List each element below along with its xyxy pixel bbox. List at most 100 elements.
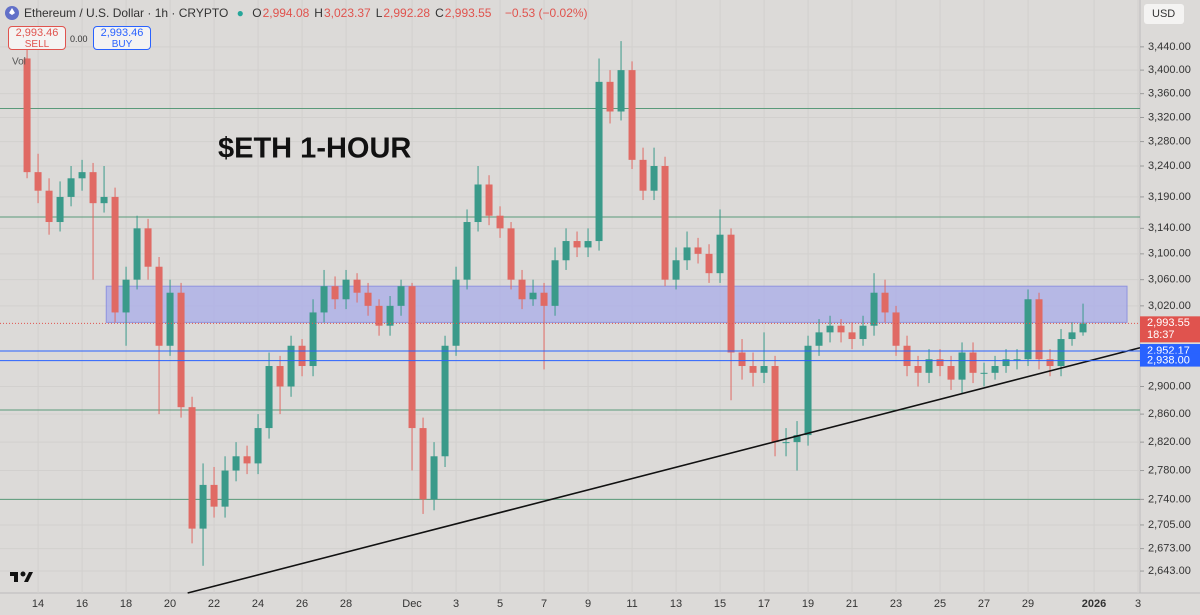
- sell-price[interactable]: 2,993.46: [15, 27, 59, 39]
- ohlc-value: 2,994.08: [262, 6, 310, 20]
- candle-body: [782, 442, 790, 444]
- y-tick-label: 3,020.00: [1148, 300, 1191, 312]
- candle-body: [617, 70, 625, 112]
- candle-body: [298, 345, 306, 367]
- candle-body: [551, 260, 559, 306]
- y-tick-label: 3,400.00: [1148, 64, 1191, 76]
- ohlc-label: O: [252, 6, 262, 20]
- candle-body: [804, 345, 812, 436]
- candle-body: [595, 81, 603, 242]
- candle-body: [133, 228, 141, 280]
- candle-body: [320, 286, 328, 313]
- x-tick-label: 17: [758, 598, 770, 610]
- candle-body: [958, 352, 966, 380]
- candle-body: [650, 165, 658, 191]
- candle-body: [892, 312, 900, 346]
- candle-body: [144, 228, 152, 267]
- candle-body: [540, 292, 548, 306]
- ohlc-label: C: [435, 6, 444, 20]
- ohlc-value: 3,023.37: [323, 6, 371, 20]
- y-tick-label: 2,673.00: [1148, 543, 1191, 555]
- candle-body: [353, 279, 361, 293]
- y-tick-label: 3,060.00: [1148, 274, 1191, 286]
- candle-body: [408, 286, 416, 429]
- candle-body: [78, 172, 86, 179]
- candle-body: [716, 234, 724, 274]
- y-tick-label: 3,190.00: [1148, 191, 1191, 203]
- x-tick-label: 14: [32, 598, 44, 610]
- candle-body: [738, 352, 746, 367]
- candle-body: [1057, 339, 1065, 367]
- symbol: Ethereum / U.S. Dollar · 1h · CRYPTO: [24, 6, 229, 20]
- candle-body: [496, 215, 504, 229]
- candle-body: [727, 234, 735, 353]
- candle-body: [430, 456, 438, 500]
- price-tag-label: 2,938.00: [1147, 355, 1190, 367]
- candle-body: [518, 279, 526, 300]
- volume-label: Vol: [12, 57, 26, 68]
- logo: [10, 571, 33, 582]
- candle-body: [903, 345, 911, 367]
- buy-button[interactable]: 2,993.46 BUY: [93, 26, 151, 50]
- buy-price[interactable]: 2,993.46: [100, 27, 144, 39]
- candle-body: [243, 456, 251, 464]
- candle-body: [507, 228, 515, 280]
- candle-body: [815, 332, 823, 346]
- currency[interactable]: USD: [1152, 8, 1175, 20]
- y-tick-label: 3,320.00: [1148, 111, 1191, 123]
- y-tick-label: 2,900.00: [1148, 380, 1191, 392]
- candle-body: [474, 184, 482, 223]
- x-tick-label: 2026: [1082, 598, 1106, 610]
- candle-body: [661, 165, 669, 280]
- candle-body: [375, 305, 383, 326]
- candle-body: [452, 279, 460, 346]
- candle-body: [606, 81, 614, 112]
- x-tick-label: 25: [934, 598, 946, 610]
- candle-body: [793, 435, 801, 443]
- candle-body: [419, 428, 427, 500]
- candle-body: [573, 241, 581, 248]
- candle-body: [683, 247, 691, 261]
- currency-button[interactable]: [1144, 4, 1184, 24]
- buy-label[interactable]: BUY: [111, 39, 133, 50]
- candle-body: [485, 184, 493, 216]
- price-timer: 18:37: [1147, 329, 1175, 341]
- candle-body: [848, 332, 856, 340]
- candle-body: [694, 247, 702, 254]
- candle-body: [584, 241, 592, 248]
- candle-body: [826, 325, 834, 333]
- y-tick-label: 3,140.00: [1148, 222, 1191, 234]
- candle-body: [771, 366, 779, 443]
- x-tick-label: 27: [978, 598, 990, 610]
- y-tick-label: 3,280.00: [1148, 135, 1191, 147]
- x-tick-label: 5: [497, 598, 503, 610]
- y-tick-label: 3,440.00: [1148, 41, 1191, 53]
- y-tick-label: 2,780.00: [1148, 464, 1191, 476]
- candle-body: [232, 456, 240, 471]
- candle-body: [111, 196, 119, 313]
- candle-body: [837, 325, 845, 333]
- price-tag-label: 2,993.55: [1147, 317, 1190, 329]
- candle-body: [1046, 359, 1054, 367]
- spread: 0.00: [70, 34, 88, 44]
- candle-body: [705, 253, 713, 274]
- candle-body: [309, 312, 317, 367]
- candle-body: [529, 292, 537, 300]
- sell-label[interactable]: SELL: [24, 39, 50, 50]
- y-axis-bg: [1140, 0, 1200, 615]
- x-tick-label: 19: [802, 598, 814, 610]
- candle-body: [628, 70, 636, 160]
- candle-body: [870, 292, 878, 326]
- x-tick-label: 3: [453, 598, 459, 610]
- candle-body: [1013, 359, 1021, 361]
- candle-body: [881, 292, 889, 313]
- candle-body: [749, 366, 757, 373]
- x-tick-label: 13: [670, 598, 682, 610]
- candle-body: [1068, 332, 1076, 340]
- price-tag: [1140, 353, 1200, 367]
- y-tick-label: 2,860.00: [1148, 408, 1191, 420]
- y-tick-label: 3,100.00: [1148, 248, 1191, 260]
- candle-body: [287, 345, 295, 387]
- candle-body: [925, 359, 933, 373]
- sell-button[interactable]: 2,993.46 SELL: [8, 26, 66, 50]
